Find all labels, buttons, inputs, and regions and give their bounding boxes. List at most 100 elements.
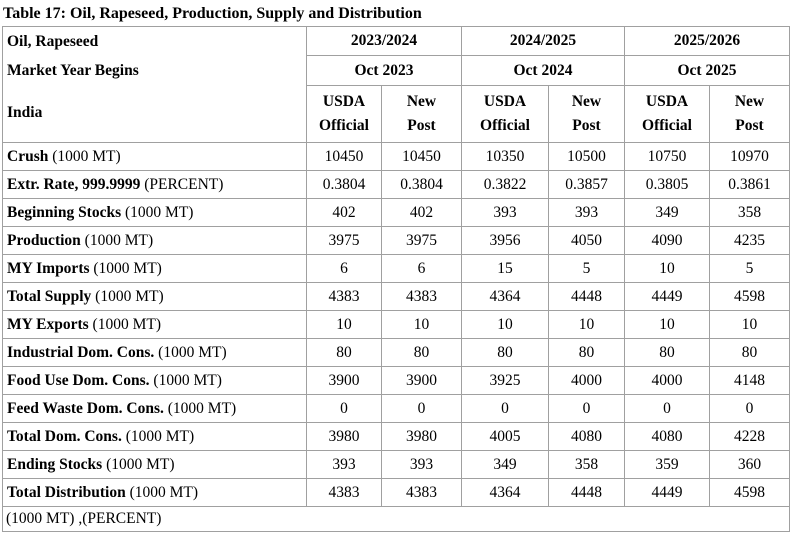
value-cell: 3975	[381, 226, 462, 256]
source-header-usda-official-1: USDA Official	[306, 85, 382, 144]
value-cell: 393	[306, 450, 382, 480]
row-label: Beginning Stocks (1000 MT)	[2, 198, 307, 228]
table-row: Production (1000 MT) 3975 3975 3956 4050 4090…	[2, 226, 790, 256]
value-cell: 4005	[461, 422, 549, 452]
units-footnote: (1000 MT) ,(PERCENT)	[2, 506, 790, 533]
table-row: MY Exports (1000 MT) 10 10 10 10 10 10	[2, 310, 790, 340]
value-cell: 0.3861	[709, 170, 790, 200]
begin-header-oct-2023: Oct 2023	[306, 55, 462, 87]
psd-table: Oil, Rapeseed Market Year Begins India 2…	[2, 26, 790, 533]
table-row: Food Use Dom. Cons. (1000 MT) 3900 3900 392…	[2, 366, 790, 396]
value-cell: 10450	[381, 142, 462, 172]
value-cell: 0.3805	[624, 170, 710, 200]
row-label: Extr. Rate, 999.9999 (PERCENT)	[2, 170, 307, 200]
row-label: Feed Waste Dom. Cons. (1000 MT)	[2, 394, 307, 424]
table-row: Extr. Rate, 999.9999 (PERCENT) 0.3804 0.38…	[2, 170, 790, 200]
value-cell: 402	[381, 198, 462, 228]
value-cell: 10	[709, 310, 790, 340]
source-header-usda-official-3: USDA Official	[624, 85, 710, 144]
value-cell: 0	[709, 394, 790, 424]
source-header-new-post-1: New Post	[381, 85, 462, 144]
header-row-sources: USDA Official New Post USDA Official New…	[3, 85, 790, 144]
value-cell: 80	[306, 338, 382, 368]
value-cell: 10350	[461, 142, 549, 172]
value-cell: 0	[306, 394, 382, 424]
value-cell: 393	[548, 198, 625, 228]
value-cell: 6	[306, 254, 382, 284]
value-cell: 4050	[548, 226, 625, 256]
value-cell: 0.3822	[461, 170, 549, 200]
row-label: Total Supply (1000 MT)	[2, 282, 307, 312]
value-cell: 358	[548, 450, 625, 480]
value-cell: 10500	[548, 142, 625, 172]
value-cell: 4235	[709, 226, 790, 256]
value-cell: 349	[624, 198, 710, 228]
value-cell: 0.3804	[306, 170, 382, 200]
value-cell: 4364	[461, 478, 549, 508]
table-body: Crush (1000 MT) 10450 10450 10350 10500 10750…	[2, 142, 790, 508]
table-row: Crush (1000 MT) 10450 10450 10350 10500 10750…	[2, 142, 790, 172]
country-name: India	[7, 104, 43, 122]
value-cell: 0	[624, 394, 710, 424]
value-cell: 10450	[306, 142, 382, 172]
value-cell: 4090	[624, 226, 710, 256]
row-label: Total Dom. Cons. (1000 MT)	[2, 422, 307, 452]
value-cell: 3925	[461, 366, 549, 396]
value-cell: 4598	[709, 282, 790, 312]
table-row: Total Distribution (1000 MT) 4383 4383 4364…	[2, 478, 790, 508]
begin-header-oct-2025: Oct 2025	[624, 55, 790, 87]
value-cell: 0	[461, 394, 549, 424]
table-row: Industrial Dom. Cons. (1000 MT) 80 80 80 80 8…	[2, 338, 790, 368]
value-cell: 358	[709, 198, 790, 228]
row-label: Ending Stocks (1000 MT)	[2, 450, 307, 480]
value-cell: 6	[381, 254, 462, 284]
header-row-begins: Oct 2023 Oct 2024 Oct 2025	[3, 55, 790, 87]
value-cell: 4383	[306, 478, 382, 508]
value-cell: 10	[306, 310, 382, 340]
footer-row: (1000 MT) ,(PERCENT)	[2, 506, 790, 533]
value-cell: 15	[461, 254, 549, 284]
commodity-name: Oil, Rapeseed	[7, 33, 99, 51]
row-label: Crush (1000 MT)	[2, 142, 307, 172]
value-cell: 4080	[548, 422, 625, 452]
value-cell: 10	[461, 310, 549, 340]
value-cell: 349	[461, 450, 549, 480]
value-cell: 360	[709, 450, 790, 480]
table-row: MY Imports (1000 MT) 6 6 15 5 10 5	[2, 254, 790, 284]
value-cell: 402	[306, 198, 382, 228]
table-row: Total Supply (1000 MT) 4383 4383 4364 4448 44…	[2, 282, 790, 312]
value-cell: 80	[548, 338, 625, 368]
value-cell: 4000	[548, 366, 625, 396]
year-header-2023-2024: 2023/2024	[306, 26, 462, 57]
begin-header-oct-2024: Oct 2024	[461, 55, 625, 87]
value-cell: 80	[381, 338, 462, 368]
table-row: Total Dom. Cons. (1000 MT) 3980 3980 4005 40…	[2, 422, 790, 452]
value-cell: 4000	[624, 366, 710, 396]
value-cell: 4448	[548, 478, 625, 508]
value-cell: 10	[624, 254, 710, 284]
header-row-years: Oil, Rapeseed Market Year Begins India 2…	[2, 26, 790, 144]
value-cell: 3980	[306, 422, 382, 452]
table-title: Table 17: Oil, Rapeseed, Production, Sup…	[3, 5, 422, 22]
value-cell: 4080	[624, 422, 710, 452]
year-header-2025-2026: 2025/2026	[624, 26, 790, 57]
value-cell: 4449	[624, 282, 710, 312]
row-label: Industrial Dom. Cons. (1000 MT)	[2, 338, 307, 368]
value-cell: 0	[548, 394, 625, 424]
row-label: MY Exports (1000 MT)	[2, 310, 307, 340]
row-label: MY Imports (1000 MT)	[2, 254, 307, 284]
value-cell: 393	[461, 198, 549, 228]
value-cell: 4448	[548, 282, 625, 312]
corner-header-cell: Oil, Rapeseed Market Year Begins India	[2, 26, 307, 144]
value-cell: 5	[709, 254, 790, 284]
value-cell: 4383	[381, 478, 462, 508]
value-cell: 4228	[709, 422, 790, 452]
value-cell: 0.3857	[548, 170, 625, 200]
value-cell: 3900	[381, 366, 462, 396]
value-cell: 10750	[624, 142, 710, 172]
row-label: Total Distribution (1000 MT)	[2, 478, 307, 508]
value-cell: 359	[624, 450, 710, 480]
value-cell: 3900	[306, 366, 382, 396]
value-cell: 10	[548, 310, 625, 340]
